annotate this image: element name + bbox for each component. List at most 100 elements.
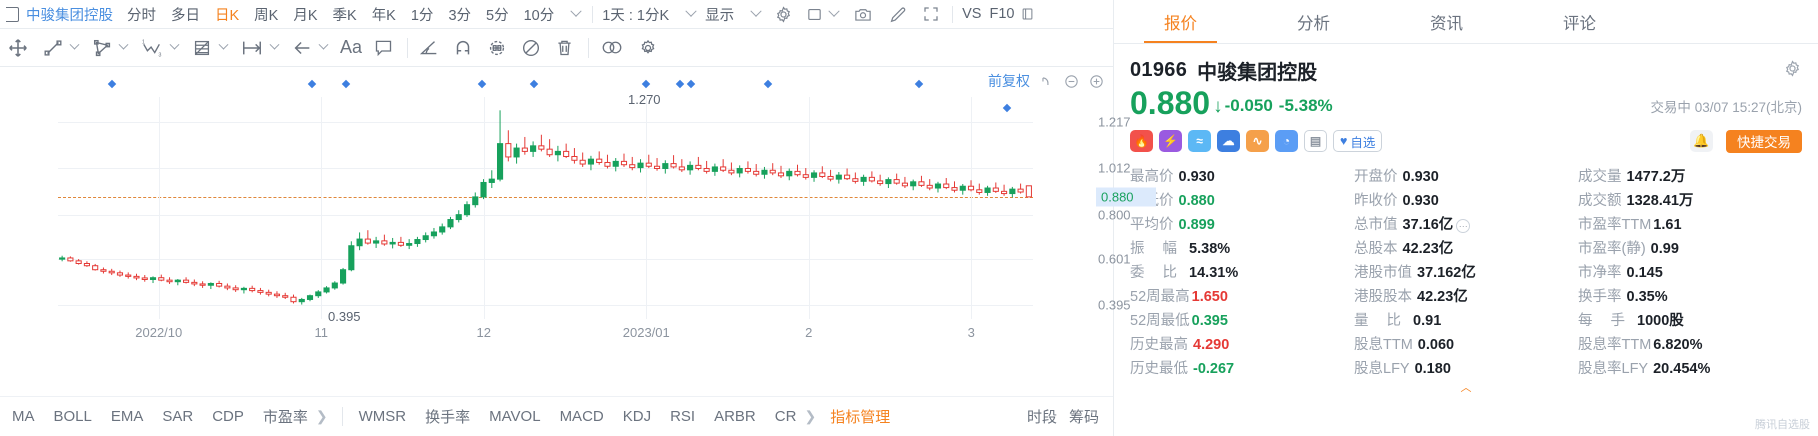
measure-icon[interactable] [240, 37, 264, 59]
polygon-icon[interactable] [91, 37, 113, 59]
event-marker[interactable] [529, 79, 539, 89]
display-label[interactable]: 显示 [705, 7, 735, 24]
indicator-kdj[interactable]: KDJ [622, 408, 652, 425]
line-chevron-icon[interactable] [69, 39, 80, 50]
measure-chevron-icon[interactable] [269, 39, 280, 50]
display-chevron-icon[interactable] [750, 5, 762, 17]
alert-bell-icon[interactable]: 🔔 [1690, 130, 1713, 153]
more-icon[interactable]: ··· [1456, 218, 1471, 233]
event-marker[interactable] [763, 79, 773, 89]
indicator-wmsr[interactable]: WMSR [358, 408, 407, 425]
hide-icon[interactable] [520, 37, 542, 59]
period-1min[interactable]: 1分 [410, 7, 434, 24]
indicator-chips[interactable]: 筹码 [1068, 409, 1099, 426]
period-weekk[interactable]: 周K [254, 7, 279, 24]
indicator-cr[interactable]: CR [774, 408, 797, 425]
arrow-chevron-icon[interactable] [318, 39, 329, 50]
event-marker[interactable] [307, 79, 316, 89]
magnet-icon[interactable] [452, 37, 474, 59]
flash-icon[interactable]: ⚡ [1159, 130, 1182, 153]
indicator-manage-button[interactable]: 指标管理 [830, 409, 891, 426]
minus-icon[interactable] [1063, 73, 1080, 90]
polygon-chevron-icon[interactable] [118, 39, 129, 50]
period-5min[interactable]: 5分 [486, 7, 509, 24]
event-marker[interactable] [675, 79, 685, 89]
indicator-period[interactable]: 时段 [1026, 409, 1057, 426]
quick-trade-button[interactable]: 快捷交易 [1726, 129, 1802, 153]
plus-icon[interactable] [1088, 73, 1105, 90]
multi-period-label[interactable]: 1天 : 1分K [602, 7, 670, 24]
f10-button[interactable]: F10 [989, 6, 1015, 22]
arrow-icon[interactable] [291, 37, 313, 59]
chart-icon[interactable]: ≈ [1188, 130, 1211, 153]
window-icon[interactable] [1020, 6, 1035, 22]
toolbar-stock-name[interactable]: 中骏集团控股 [26, 7, 113, 24]
adjust-label[interactable]: 前复权 [988, 73, 1030, 89]
vs-button[interactable]: VS [962, 6, 982, 22]
gear-icon[interactable] [774, 5, 793, 24]
period-3min[interactable]: 3分 [448, 7, 472, 24]
indicator-sar[interactable]: SAR [162, 408, 194, 425]
add-favorite-button[interactable]: ♥ 自选 [1333, 130, 1383, 153]
indicator-next-icon-1[interactable]: ❯ [315, 408, 328, 424]
event-marker[interactable] [341, 79, 350, 89]
indicator-boll[interactable]: BOLL [53, 408, 92, 425]
fullscreen-icon[interactable] [922, 5, 940, 23]
indicator-arbr[interactable]: ARBR [714, 408, 756, 425]
wave-icon[interactable]: ∿ [1246, 130, 1269, 153]
move-icon[interactable] [7, 37, 29, 59]
chart-area[interactable]: 前复权 1.2171.2171.0121.0120.8000.8000.6010… [0, 67, 1156, 396]
indicator-cdp[interactable]: CDP [212, 408, 244, 425]
event-marker[interactable] [686, 79, 696, 89]
layout-icon[interactable] [806, 6, 823, 23]
panel-gear-icon[interactable] [1783, 59, 1802, 83]
tab-quote[interactable]: 报价 [1114, 0, 1247, 43]
event-marker[interactable] [107, 79, 116, 89]
info-icon[interactable]: ◔ [1275, 130, 1298, 153]
indicator-next-icon-2[interactable]: ❯ [804, 408, 817, 424]
indicator-pe[interactable]: 市盈率 [262, 409, 308, 426]
period-duori[interactable]: 多日 [171, 7, 200, 24]
tab-analysis[interactable]: 分析 [1297, 14, 1330, 33]
trash-icon[interactable] [554, 37, 575, 58]
indicator-turnover[interactable]: 换手率 [425, 409, 471, 426]
layout-chevron-icon[interactable] [828, 5, 840, 17]
event-marker[interactable] [477, 79, 487, 89]
hot-icon[interactable]: 🔥 [1130, 130, 1153, 153]
indicator-ema[interactable]: EMA [110, 408, 144, 425]
indicator-macd[interactable]: MACD [559, 408, 604, 425]
indicator-mavol[interactable]: MAVOL [489, 408, 541, 425]
candlestick-plot[interactable]: 1.2171.2171.0121.0120.8000.8000.6010.601… [58, 79, 1156, 340]
camera-icon[interactable] [853, 5, 873, 24]
period-dayk[interactable]: 日K [215, 7, 240, 24]
multi-period-chevron-icon[interactable] [685, 5, 697, 17]
period-monthk[interactable]: 月K [293, 7, 318, 24]
text-icon[interactable]: Aa [340, 37, 363, 57]
undo-icon[interactable] [1038, 73, 1055, 90]
expand-chevron-icon[interactable]: ︿ [1460, 381, 1472, 394]
link-icon[interactable] [599, 37, 625, 58]
tab-comments[interactable]: 评论 [1563, 14, 1596, 33]
indicator-rsi[interactable]: RSI [670, 408, 696, 425]
lock-icon[interactable] [486, 37, 508, 59]
fib-chevron-icon[interactable] [218, 39, 229, 50]
angle-icon[interactable] [418, 37, 440, 59]
comment-icon[interactable] [373, 37, 394, 58]
settings-icon[interactable] [638, 38, 658, 58]
panel-toggle-icon[interactable] [6, 6, 19, 22]
period-yeark[interactable]: 年K [371, 7, 396, 24]
event-marker[interactable] [641, 79, 651, 89]
wave-chevron-icon[interactable] [169, 39, 180, 50]
line-icon[interactable] [42, 37, 64, 59]
list-icon[interactable]: ▤ [1304, 130, 1327, 153]
period-quarterk[interactable]: 季K [332, 7, 357, 24]
period-fenshi[interactable]: 分时 [127, 7, 156, 24]
event-marker[interactable] [914, 79, 924, 89]
period-10min[interactable]: 10分 [523, 7, 555, 24]
pencil-icon[interactable] [888, 5, 907, 24]
cloud-icon[interactable]: ☁ [1217, 130, 1240, 153]
tab-news[interactable]: 资讯 [1430, 14, 1463, 33]
fib-icon[interactable] [191, 37, 213, 59]
indicator-ma[interactable]: MA [12, 408, 35, 425]
